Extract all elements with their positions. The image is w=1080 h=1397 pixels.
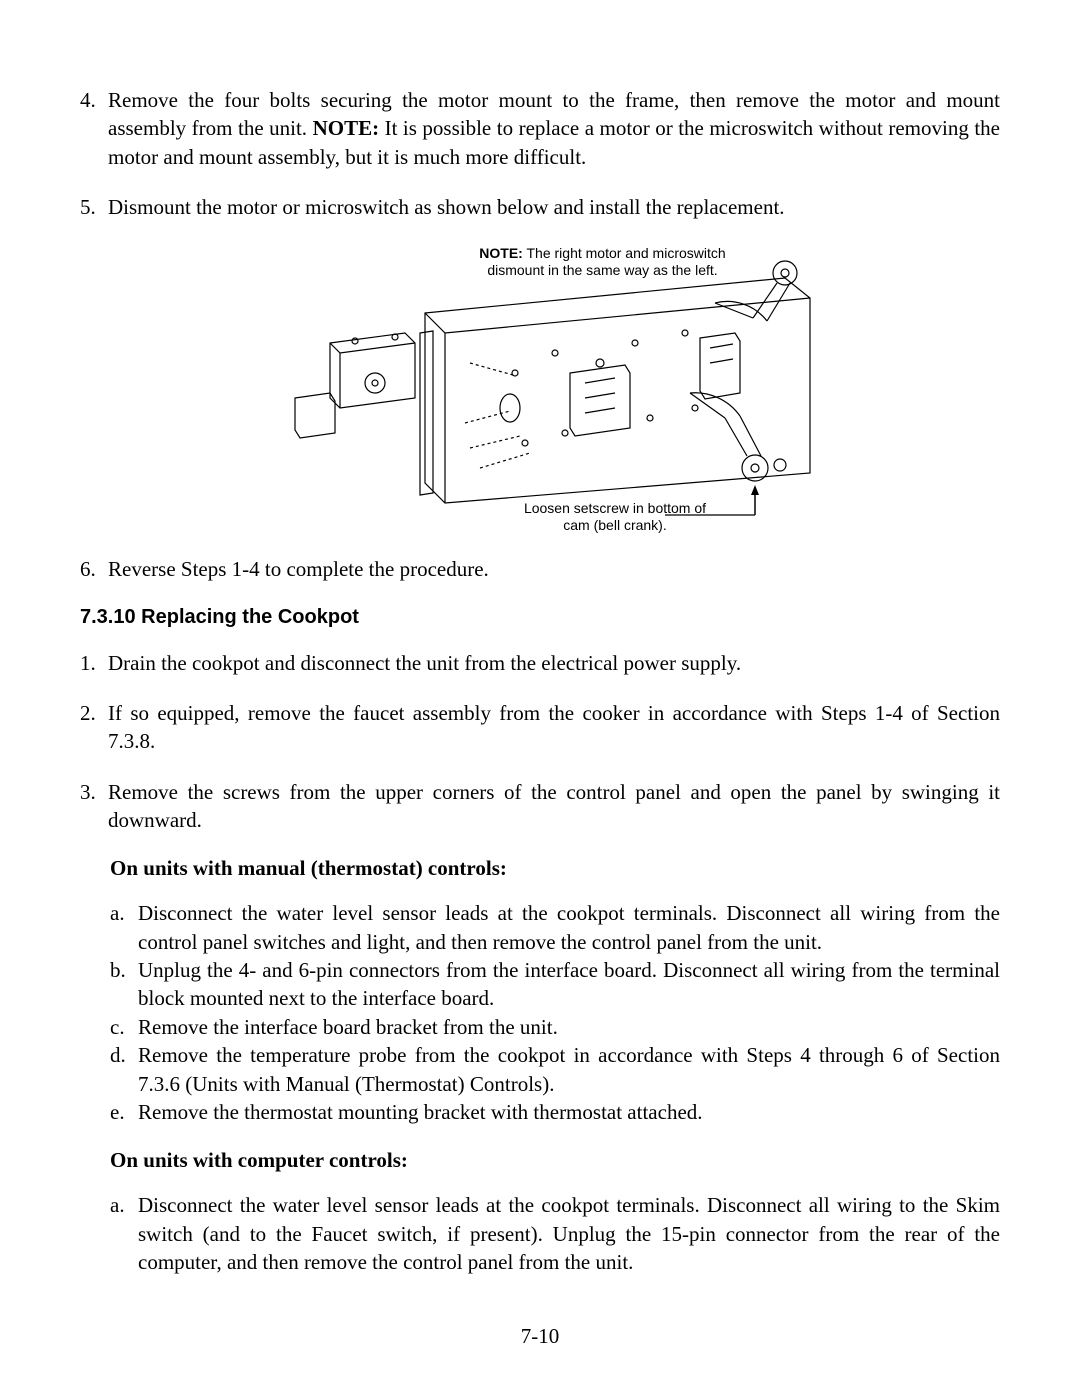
letter-list: a. Disconnect the water level sensor lea… — [110, 899, 1000, 1126]
list-letter: d. — [110, 1041, 138, 1098]
list-letter: b. — [110, 956, 138, 1013]
list-number: 3. — [80, 778, 108, 835]
list-item: a. Disconnect the water level sensor lea… — [110, 1191, 1000, 1276]
list-text: Remove the four bolts securing the motor… — [108, 86, 1000, 171]
list-text: Disconnect the water level sensor leads … — [138, 1191, 1000, 1276]
list-text: Remove the interface board bracket from … — [138, 1013, 1000, 1041]
list-number: 5. — [80, 193, 108, 221]
technical-diagram: NOTE: The right motor and microswitch di… — [255, 243, 825, 533]
list-item: 2. If so equipped, remove the faucet ass… — [80, 699, 1000, 756]
list-text: Remove the screws from the upper corners… — [108, 778, 1000, 835]
document-page: 4. Remove the four bolts securing the mo… — [0, 0, 1080, 1397]
list-text: If so equipped, remove the faucet assemb… — [108, 699, 1000, 756]
diagram-svg — [255, 243, 825, 533]
subsection-heading: On units with computer controls: — [110, 1148, 1000, 1173]
note-label: NOTE: — [313, 116, 380, 140]
list-letter: e. — [110, 1098, 138, 1126]
list-letter: a. — [110, 899, 138, 956]
list-number: 4. — [80, 86, 108, 171]
list-text: Remove the thermostat mounting bracket w… — [138, 1098, 1000, 1126]
letter-list: a. Disconnect the water level sensor lea… — [110, 1191, 1000, 1276]
list-text: Remove the temperature probe from the co… — [138, 1041, 1000, 1098]
list-item: 5. Dismount the motor or microswitch as … — [80, 193, 1000, 221]
figure-callout: Loosen setscrew in bottom of cam (bell c… — [515, 500, 715, 534]
list-item: c. Remove the interface board bracket fr… — [110, 1013, 1000, 1041]
list-item: b. Unplug the 4- and 6-pin connectors fr… — [110, 956, 1000, 1013]
list-number: 6. — [80, 555, 108, 583]
list-number: 1. — [80, 649, 108, 677]
list-text: Reverse Steps 1-4 to complete the proced… — [108, 555, 1000, 583]
figure-note: NOTE: The right motor and microswitch di… — [465, 245, 740, 279]
list-item: e. Remove the thermostat mounting bracke… — [110, 1098, 1000, 1126]
list-letter: a. — [110, 1191, 138, 1276]
list-item: d. Remove the temperature probe from the… — [110, 1041, 1000, 1098]
list-item: 6. Reverse Steps 1-4 to complete the pro… — [80, 555, 1000, 583]
list-item: 1. Drain the cookpot and disconnect the … — [80, 649, 1000, 677]
list-letter: c. — [110, 1013, 138, 1041]
list-text: Disconnect the water level sensor leads … — [138, 899, 1000, 956]
list-item: 4. Remove the four bolts securing the mo… — [80, 86, 1000, 171]
list-text: Unplug the 4- and 6-pin connectors from … — [138, 956, 1000, 1013]
section-heading: 7.3.10 Replacing the Cookpot — [80, 606, 1000, 629]
list-item: 3. Remove the screws from the upper corn… — [80, 778, 1000, 835]
list-text: Drain the cookpot and disconnect the uni… — [108, 649, 1000, 677]
page-number: 7-10 — [0, 1324, 1080, 1349]
figure-note-label: NOTE: — [479, 245, 523, 261]
subsection-heading: On units with manual (thermostat) contro… — [110, 856, 1000, 881]
list-text: Dismount the motor or microswitch as sho… — [108, 193, 1000, 221]
list-item: a. Disconnect the water level sensor lea… — [110, 899, 1000, 956]
list-number: 2. — [80, 699, 108, 756]
figure-note-text: The right motor and microswitch dismount… — [487, 245, 725, 278]
